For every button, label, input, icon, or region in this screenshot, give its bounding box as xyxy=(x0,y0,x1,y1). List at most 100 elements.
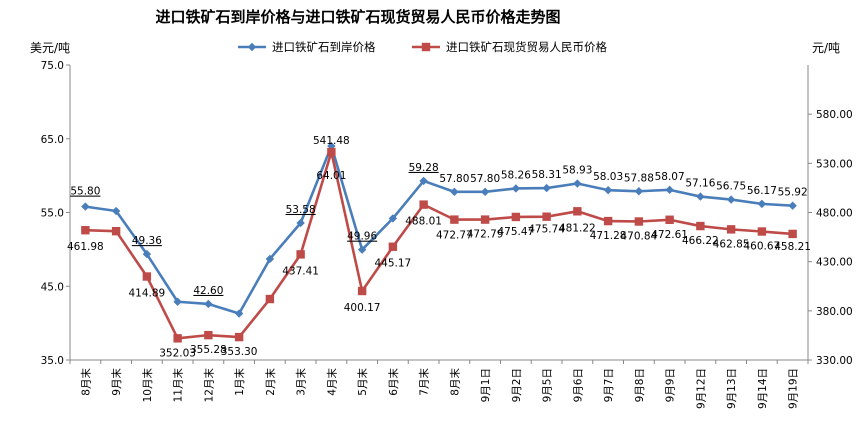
data-label-rmb: 481.22 xyxy=(559,222,596,234)
y-right-tick-label: 380.00 xyxy=(816,306,853,318)
data-point-diamond xyxy=(603,185,613,195)
axes: 35.0 45.0 55.0 65.0 75.0 330.00 380.00 430.00 48… xyxy=(41,60,853,409)
data-label-cif: 59.28 xyxy=(409,162,439,174)
x-tick-label: 3月末 xyxy=(295,368,308,396)
y-axis-right-title: 元/吨 xyxy=(812,41,840,55)
x-tick-label: 12月末 xyxy=(202,368,215,403)
data-point-diamond xyxy=(265,254,275,264)
legend-marker-square xyxy=(421,42,431,52)
y-right-tick-label: 330.00 xyxy=(816,355,853,367)
data-label-cif: 57.80 xyxy=(470,173,500,185)
data-point-square xyxy=(81,226,90,235)
data-label-cif: 56.75 xyxy=(716,181,746,193)
data-label-cif: 58.07 xyxy=(655,171,685,183)
data-point-square xyxy=(265,294,275,304)
data-label-cif: 42.60 xyxy=(193,285,223,297)
y-left-tick-label: 65.0 xyxy=(41,134,64,146)
data-label-rmb: 460.67 xyxy=(744,241,781,253)
y-left-tick-label: 45.0 xyxy=(41,281,64,293)
data-point-diamond xyxy=(757,199,767,209)
data-label-cif: 55.92 xyxy=(778,187,808,199)
data-point-square xyxy=(573,207,582,216)
data-point-diamond xyxy=(204,299,213,309)
data-point-diamond xyxy=(634,187,644,196)
x-tick-label: 9月8日 xyxy=(634,368,646,402)
data-point-square xyxy=(327,147,336,157)
data-label-rmb: 458.21 xyxy=(774,241,811,253)
data-label-cif: 49.96 xyxy=(347,231,377,243)
data-point-diamond xyxy=(234,309,244,318)
legend: 进口铁矿石到岸价格 进口铁矿石现货贸易人民币价格 xyxy=(238,40,607,54)
x-tick-label: 8月末 xyxy=(448,368,461,396)
data-point-square xyxy=(757,227,767,236)
data-point-diamond xyxy=(173,297,182,306)
x-tick-label: 9月9日 xyxy=(665,368,677,402)
legend-marker-diamond xyxy=(247,42,257,52)
series-layer xyxy=(81,141,797,343)
data-point-diamond xyxy=(81,202,90,211)
x-tick-label: 7月末 xyxy=(418,368,431,396)
data-label-rmb: 445.17 xyxy=(375,258,412,270)
data-label-cif: 57.16 xyxy=(685,178,715,190)
y-right-tick-label: 480.00 xyxy=(816,208,853,220)
data-point-square xyxy=(696,221,705,231)
x-tick-label: 10月末 xyxy=(141,368,154,403)
data-point-square xyxy=(234,332,244,342)
data-point-diamond xyxy=(480,187,490,197)
y-right-tick-label: 430.00 xyxy=(816,257,853,269)
data-point-square xyxy=(419,200,428,209)
data-point-square xyxy=(603,216,613,226)
x-tick-label: 9月6日 xyxy=(572,368,584,402)
data-label-cif: 57.88 xyxy=(624,172,654,184)
x-tick-label: 6月末 xyxy=(387,368,400,396)
data-point-square xyxy=(173,334,182,343)
data-label-rmb: 462.85 xyxy=(713,238,750,250)
x-tick-label: 9月末 xyxy=(110,368,123,396)
data-label-rmb: 471.28 xyxy=(590,230,627,242)
x-tick-label: 5月末 xyxy=(356,368,369,396)
x-tick-label: 11月末 xyxy=(172,368,185,403)
data-point-square xyxy=(204,330,213,340)
x-tick-label: 9月1日 xyxy=(480,368,492,402)
data-point-diamond xyxy=(788,201,797,210)
data-point-diamond xyxy=(419,176,428,186)
series-line-cif-usd xyxy=(85,144,793,315)
data-label-rmb: 466.22 xyxy=(682,235,719,247)
data-label-rmb: 437.41 xyxy=(282,265,319,277)
data-label-rmb: 352.03 xyxy=(159,347,196,359)
data-label-rmb: 470.84 xyxy=(621,231,658,243)
data-label-cif: 58.26 xyxy=(501,169,531,181)
data-point-square xyxy=(511,212,521,222)
data-label-rmb: 355.28 xyxy=(190,344,227,356)
data-point-square xyxy=(665,215,674,224)
data-label-rmb: 472.79 xyxy=(467,229,504,241)
data-point-square xyxy=(450,215,459,224)
y-left-tick-label: 35.0 xyxy=(41,355,64,367)
y-left-tick-label: 75.0 xyxy=(41,60,64,72)
legend-label-cif: 进口铁矿石到岸价格 xyxy=(272,40,376,54)
data-label-cif: 64.01 xyxy=(316,170,346,182)
chart-title: 进口铁矿石到岸价格与进口铁矿石现货贸易人民币价格走势图 xyxy=(155,8,560,26)
x-tick-label: 9月14日 xyxy=(757,368,769,409)
data-label-rmb: 475.74 xyxy=(528,224,565,236)
data-point-square xyxy=(542,212,551,221)
legend-label-rmb: 进口铁矿石现货贸易人民币价格 xyxy=(446,40,607,54)
data-point-diamond xyxy=(573,179,582,188)
data-label-cif: 58.03 xyxy=(593,171,623,183)
data-point-diamond xyxy=(296,218,305,228)
data-label-rmb: 475.47 xyxy=(498,226,535,238)
data-point-diamond xyxy=(111,206,121,216)
x-tick-label: 9月5日 xyxy=(542,368,554,402)
data-label-rmb: 472.61 xyxy=(651,229,688,241)
data-label-cif: 58.31 xyxy=(532,169,562,181)
data-point-square xyxy=(480,215,490,224)
data-point-diamond xyxy=(511,184,521,193)
y-left-tick-label: 55.0 xyxy=(41,208,64,220)
data-point-square xyxy=(388,242,398,251)
data-label-cif: 53.58 xyxy=(286,204,316,216)
x-tick-label: 1月末 xyxy=(233,368,246,396)
series-line-spot-rmb xyxy=(85,150,793,340)
data-point-diamond xyxy=(450,187,459,197)
